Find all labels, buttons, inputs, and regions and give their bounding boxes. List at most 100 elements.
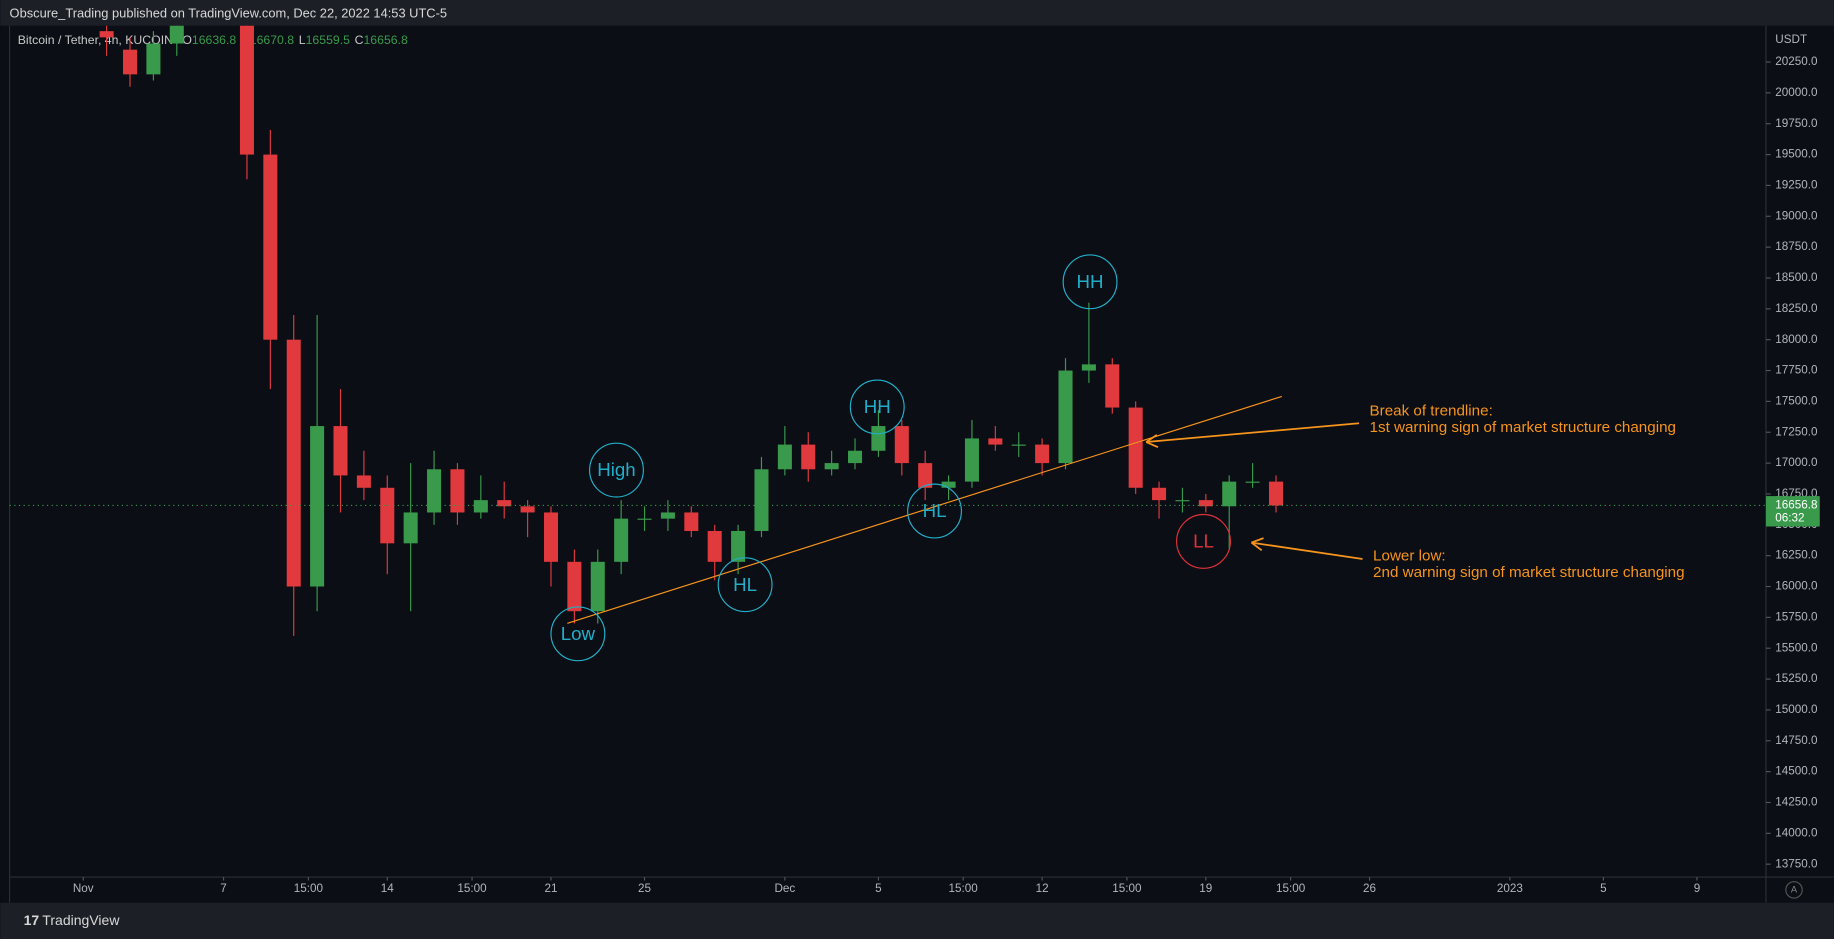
candle-body: [590, 561, 605, 612]
candle-body: [871, 426, 886, 451]
y-tick-label: 14250.0: [1775, 796, 1818, 809]
y-tick-label: 15750.0: [1775, 610, 1818, 623]
y-tick-label: 20000.0: [1775, 86, 1818, 99]
ohlc-key: L: [299, 33, 306, 47]
y-tick-label: 15500.0: [1775, 641, 1818, 654]
logo-mark: 17: [24, 912, 40, 928]
ohlc-value: 16670.8: [250, 33, 295, 47]
candle-body: [1058, 370, 1073, 464]
annotation-label: Low: [561, 623, 596, 644]
x-tick-label: 15:00: [457, 882, 487, 895]
y-tick-label: 18250.0: [1775, 302, 1818, 315]
x-tick-label: 7: [220, 882, 227, 895]
countdown: 06:32: [1775, 511, 1804, 524]
annotation-circle: [1176, 513, 1231, 569]
x-tick-label: 19: [1199, 882, 1212, 895]
annotation-circle: [849, 379, 905, 435]
candle-body: [1105, 364, 1120, 408]
ohlc-value: 16656.8: [363, 33, 408, 47]
y-tick-label: 14750.0: [1775, 734, 1818, 747]
y-tick-label: 18500.0: [1775, 271, 1818, 284]
candle-body: [918, 463, 933, 488]
y-tick-label: 18750.0: [1775, 240, 1818, 253]
candle-body: [1128, 407, 1143, 488]
candle-body: [660, 512, 675, 519]
candle-body: [1198, 500, 1213, 507]
annotation-label: HL: [733, 574, 757, 595]
note-text: 2nd warning sign of market structure cha…: [1373, 564, 1685, 581]
annotation-label: HL: [923, 500, 947, 521]
candle-body: [684, 512, 699, 531]
x-tick-label: 15:00: [294, 882, 324, 895]
auto-label: A: [1791, 884, 1798, 894]
annotation-circle: [550, 606, 606, 662]
annotation-label: High: [597, 459, 635, 480]
candle-body: [286, 339, 301, 587]
legend: Bitcoin / Tether, 4h, KUCOINO16636.8H166…: [18, 33, 408, 47]
x-tick-label: 26: [1363, 882, 1376, 895]
candle-body: [848, 450, 863, 464]
candle-body: [614, 518, 629, 562]
y-tick-label: 17500.0: [1775, 394, 1818, 407]
y-tick-label: 17250.0: [1775, 425, 1818, 438]
candle-body: [310, 426, 325, 587]
x-tick-label: 9: [1694, 882, 1701, 895]
candle-body: [941, 481, 956, 488]
candle-body: [964, 438, 979, 482]
note-arrowhead: [1251, 537, 1264, 544]
x-tick-label: 15:00: [1112, 882, 1142, 895]
candle-body: [403, 512, 418, 544]
candle-body: [801, 444, 816, 470]
x-tick-label: 15:00: [949, 882, 979, 895]
candle-body: [99, 31, 114, 38]
symbol: Bitcoin / Tether, 4h, KUCOIN: [18, 33, 173, 47]
candle-body: [637, 518, 652, 520]
annotation-circle: [1062, 254, 1118, 310]
auto-button[interactable]: [1785, 881, 1803, 899]
currency: USDT: [1775, 33, 1807, 46]
note-arrowhead: [1250, 541, 1263, 552]
y-tick-label: 15250.0: [1775, 672, 1818, 685]
x-tick-label: 5: [1600, 882, 1607, 895]
brand: TradingView: [42, 912, 120, 928]
candle-body: [1222, 481, 1237, 507]
candle-body: [1268, 481, 1284, 506]
x-tick-label: 2023: [1497, 882, 1523, 895]
candle-body: [263, 154, 278, 340]
candle-body: [777, 444, 792, 470]
x-tick-label: 21: [544, 882, 557, 895]
y-tick-label: 19000.0: [1775, 209, 1818, 222]
y-tick-label: 18000.0: [1775, 333, 1818, 346]
y-tick-label: 14500.0: [1775, 765, 1818, 778]
candle-body: [1011, 444, 1026, 446]
y-tick-label: 17000.0: [1775, 456, 1818, 469]
note-arrowhead: [1145, 441, 1159, 448]
candle-body: [380, 487, 395, 544]
candle-body: [473, 500, 488, 513]
annotation-label: HH: [864, 396, 891, 417]
ohlc-key: C: [355, 33, 364, 47]
note-arrow: [1146, 422, 1360, 443]
trendline: [567, 395, 1283, 624]
x-tick-label: 25: [638, 882, 652, 895]
x-tick-label: 5: [875, 882, 882, 895]
y-tick-label: 19250.0: [1775, 179, 1818, 192]
x-tick-label: 12: [1036, 882, 1049, 895]
candle-body: [333, 426, 348, 476]
annotation-circle: [717, 557, 773, 613]
candle-body: [520, 506, 535, 513]
note-text: 1st warning sign of market structure cha…: [1370, 419, 1676, 436]
annotation-label: LL: [1193, 531, 1214, 552]
y-tick-label: 16250.0: [1775, 549, 1818, 562]
y-tick-label: 14000.0: [1775, 826, 1818, 839]
x-tick-label: Nov: [73, 882, 94, 895]
last-price-box: [1765, 496, 1820, 527]
candle-body: [239, 25, 254, 155]
note-text: Break of trendline:: [1370, 403, 1493, 420]
header-bar: [0, 0, 1834, 26]
y-tick-label: 20250.0: [1775, 55, 1818, 68]
candle-body: [1035, 444, 1050, 464]
